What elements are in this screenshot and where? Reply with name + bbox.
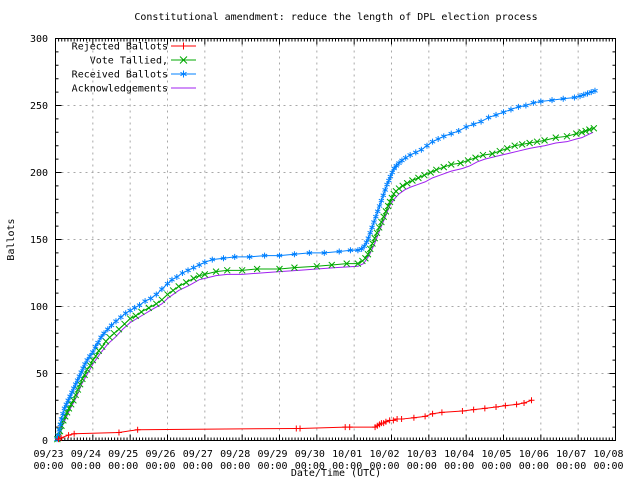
x-tick-time-label: 00:00 [108,461,138,472]
y-axis-title: Ballots [6,218,17,260]
x-tick-time-label: 00:00 [556,461,586,472]
x-tick-date-label: 09/25 [108,449,138,460]
x-tick-date-label: 10/02 [369,449,399,460]
y-tick-label: 50 [36,369,48,380]
x-tick-date-label: 10/07 [556,449,586,460]
chart-title: Constitutional amendment: reduce the len… [134,12,537,23]
legend-sample-marker-received-ballots [180,70,187,78]
x-tick-time-label: 00:00 [444,461,474,472]
legend-label-rejected-ballots: Rejected Ballots [72,42,168,53]
y-tick-label: 250 [30,101,48,112]
series-line-rejected-ballots [58,399,532,440]
y-tick-label: 300 [30,34,48,45]
legend-sample-marker-rejected-ballots [180,42,187,50]
y-tick-label: 150 [30,235,48,246]
series-line-received-ballots [56,90,596,440]
x-tick-date-label: 09/28 [220,449,250,460]
x-tick-date-label: 09/23 [33,449,63,460]
x-axis-title: Date/Time (UTC) [291,468,381,479]
x-tick-time-label: 00:00 [407,461,437,472]
x-tick-date-label: 09/26 [145,449,175,460]
x-tick-date-label: 10/06 [519,449,549,460]
x-tick-time-label: 00:00 [369,461,399,472]
x-tick-time-label: 00:00 [71,461,101,472]
legend-sample-marker-vote-tallied [179,56,188,64]
x-tick-date-label: 09/27 [183,449,213,460]
x-tick-date-label: 09/30 [295,449,325,460]
series-markers-received-ballots [54,87,598,443]
x-tick-time-label: 00:00 [332,461,362,472]
x-tick-time-label: 00:00 [593,461,623,472]
grid-lines [55,38,616,441]
legend-label-vote-tallied: Vote Tallied, [90,56,168,67]
series-line-vote-tallied [56,127,594,440]
legend-label-acknowledgements: Acknowledgements [72,84,168,95]
x-tick-date-label: 10/08 [593,449,623,460]
x-tick-date-label: 10/05 [481,449,511,460]
x-tick-date-label: 10/01 [332,449,362,460]
series-line-acknowledgements [57,131,594,441]
x-tick-date-label: 10/04 [444,449,474,460]
x-tick-time-label: 00:00 [519,461,549,472]
x-tick-date-label: 10/03 [407,449,437,460]
x-tick-time-label: 00:00 [145,461,175,472]
x-tick-time-label: 00:00 [33,461,63,472]
x-tick-date-label: 09/29 [257,449,287,460]
x-tick-time-label: 00:00 [295,461,325,472]
legend-label-received-ballots: Received Ballots [72,70,168,81]
series-markers-rejected-ballots [55,397,535,443]
y-tick-label: 0 [42,436,48,447]
x-tick-time-label: 00:00 [257,461,287,472]
y-tick-label: 100 [30,302,48,313]
x-tick-time-label: 00:00 [481,461,511,472]
x-tick-date-label: 09/24 [71,449,101,460]
x-tick-time-label: 00:00 [220,461,250,472]
x-tick-time-label: 00:00 [183,461,213,472]
y-tick-label: 200 [30,168,48,179]
